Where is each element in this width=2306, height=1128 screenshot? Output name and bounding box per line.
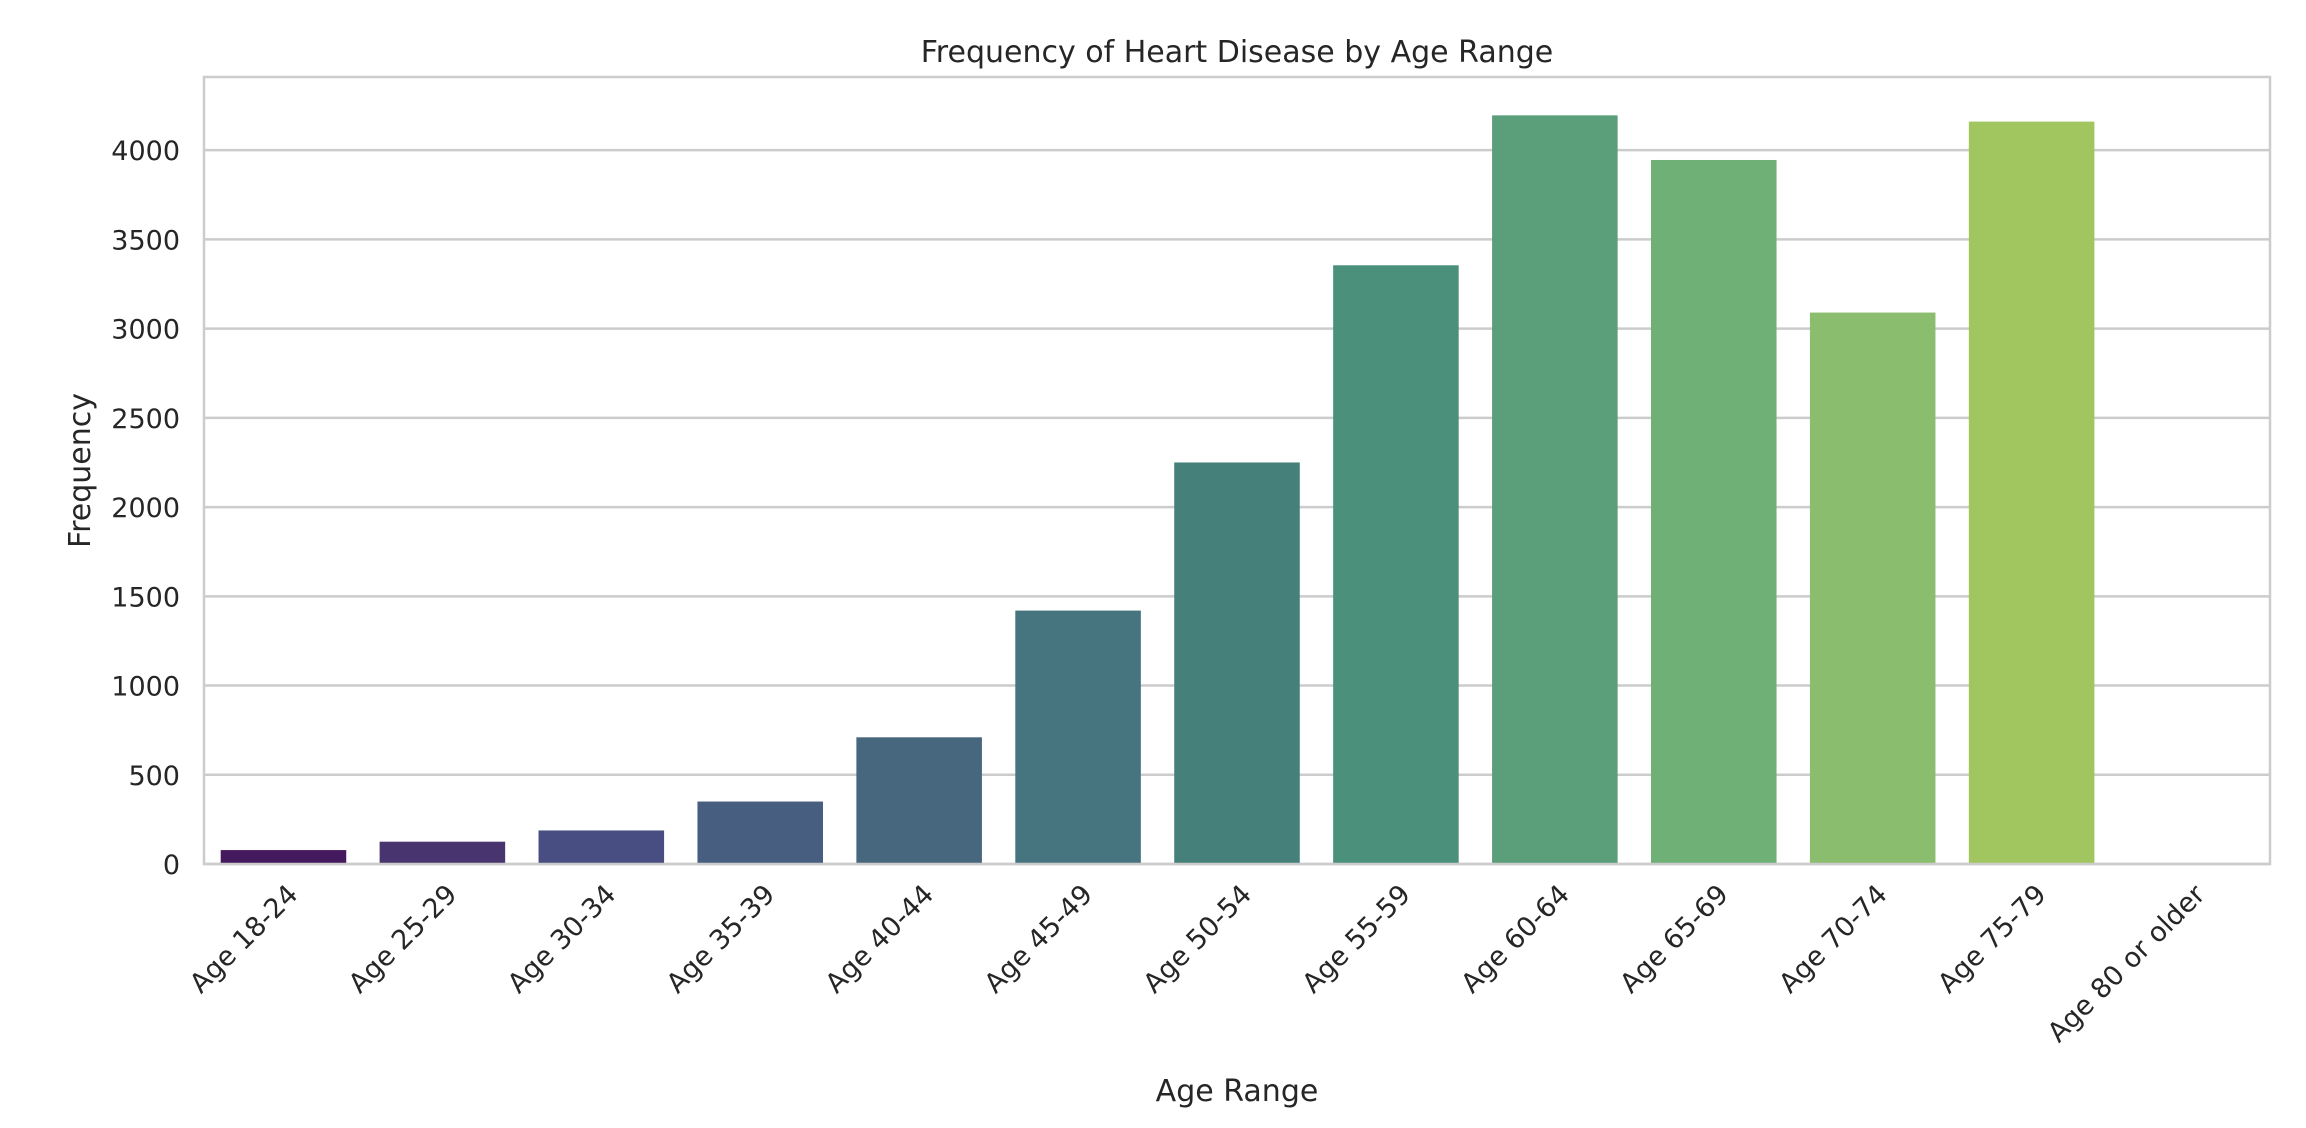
y-tick-label: 2000	[111, 493, 180, 524]
bars	[220, 115, 2095, 865]
bar-age-75-79	[1968, 121, 2095, 865]
bar-age-30-34	[538, 830, 665, 864]
y-tick-label: 0	[163, 850, 180, 881]
bar-age-55-59	[1333, 265, 1459, 864]
y-tick-label: 500	[128, 761, 180, 792]
bar-age-70-74	[1809, 312, 1936, 864]
bar-age-40-44	[856, 737, 982, 864]
bar-age-65-69	[1650, 159, 1777, 865]
bar-age-60-64	[1492, 115, 1618, 865]
bar-age-35-39	[697, 801, 824, 864]
bar-age-25-29	[379, 841, 506, 864]
y-tick-label: 2500	[111, 404, 180, 435]
y-tick-label: 3500	[111, 225, 180, 256]
y-tick-label: 1000	[111, 672, 180, 703]
bar-age-18-24	[220, 850, 347, 864]
y-tick-label: 1500	[111, 582, 180, 613]
plot-frame	[202, 75, 2272, 866]
y-axis-label: Frequency	[63, 393, 98, 548]
chart-title: Frequency of Heart Disease by Age Range	[921, 35, 1554, 70]
bar-age-45-49	[1015, 610, 1141, 864]
bar-age-50-54	[1174, 462, 1300, 864]
y-tick-labels: 0 500 1000 1500 2000 2500 3000 3500 4000	[111, 136, 180, 881]
y-tick-label: 4000	[111, 136, 180, 167]
y-tick-label: 3000	[111, 315, 180, 346]
x-axis-label: Age Range	[1156, 1074, 1319, 1109]
